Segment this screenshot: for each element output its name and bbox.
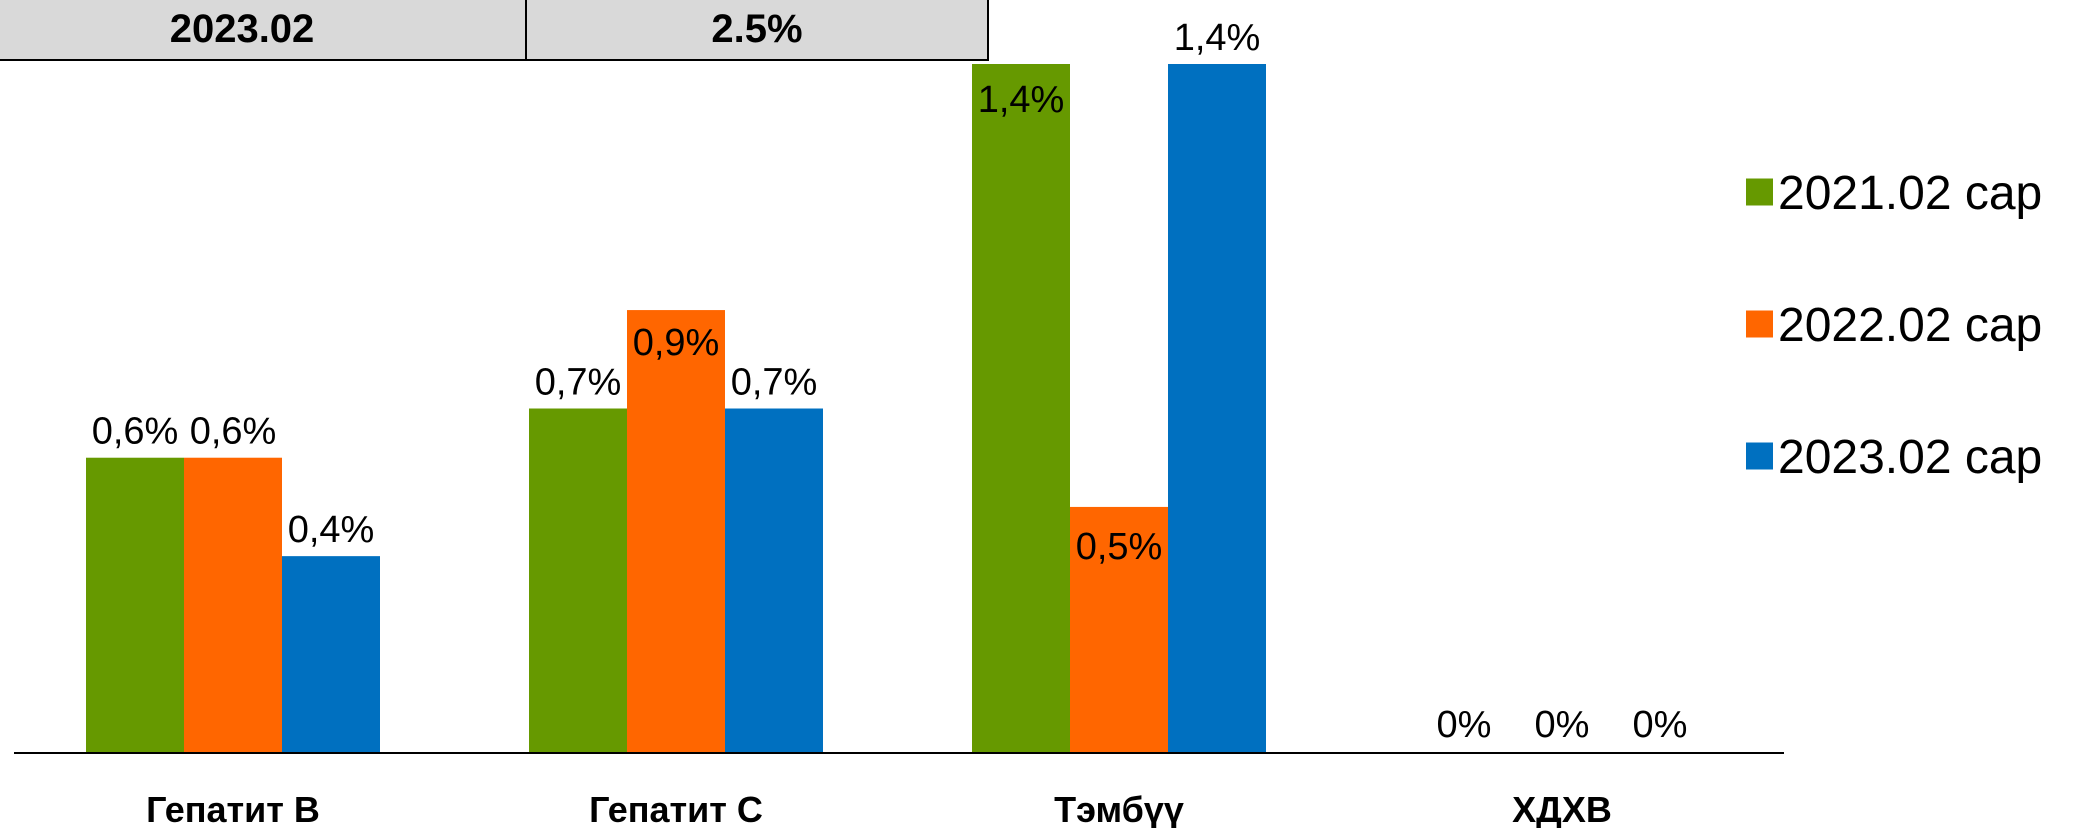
legend-swatch-1 — [1746, 178, 1773, 206]
bar-2-2 — [627, 310, 725, 753]
header-cell-bg-2 — [525, 0, 989, 61]
category-label-1: Гепатит В — [146, 789, 320, 828]
legend-label-1: 2021.02 сар — [1778, 167, 2042, 220]
category-labels-group: Гепатит В Гепатит С Тэмбүү ХДХВ — [146, 789, 1612, 828]
category-label-3: Тэмбүү — [1054, 789, 1184, 828]
legend-label-3: 2023.02 сар — [1778, 431, 2042, 484]
data-label-2-1: 0,7% — [535, 362, 622, 404]
data-label-4-2: 0% — [1535, 704, 1590, 746]
data-label-1-1: 0,6% — [92, 411, 179, 453]
bar-3-1 — [972, 64, 1070, 753]
legend-label-2: 2022.02 сар — [1778, 299, 2042, 352]
bar-3-3 — [1168, 64, 1266, 753]
bar-2-1 — [529, 408, 627, 753]
legend: 2021.02 сар 2022.02 сар 2023.02 сар — [1746, 167, 2042, 484]
bars-group — [86, 64, 1266, 753]
header-cell-value: 2.5% — [711, 7, 802, 51]
legend-swatch-3 — [1746, 442, 1773, 470]
bar-2-3 — [725, 408, 823, 753]
bar-1-2 — [184, 457, 282, 753]
data-label-1-2: 0,6% — [190, 411, 277, 453]
data-label-3-3: 1,4% — [1174, 17, 1261, 59]
header-cell-period: 2023.02 — [170, 7, 315, 51]
data-label-4-1: 0% — [1437, 704, 1492, 746]
data-label-3-2: 0,5% — [1076, 526, 1163, 568]
bar-1-1 — [86, 457, 184, 753]
bar-1-3 — [282, 556, 380, 753]
category-label-4: ХДХВ — [1512, 789, 1612, 828]
header-table: 2023.02 2.5% — [0, 0, 989, 61]
data-label-3-1: 1,4% — [978, 79, 1065, 121]
category-label-2: Гепатит С — [589, 789, 763, 828]
data-label-2-3: 0,7% — [731, 362, 818, 404]
data-label-4-3: 0% — [1633, 704, 1688, 746]
bar-3-2 — [1070, 506, 1168, 753]
legend-swatch-2 — [1746, 310, 1773, 338]
data-labels-group: 0,6% 0,6% 0,4% 0,7% 0,9% 0,7% 1,4% 0,5% 1,4% 0% 0%… — [92, 17, 1688, 746]
data-label-1-3: 0,4% — [288, 509, 375, 551]
data-label-2-2: 0,9% — [633, 322, 720, 364]
